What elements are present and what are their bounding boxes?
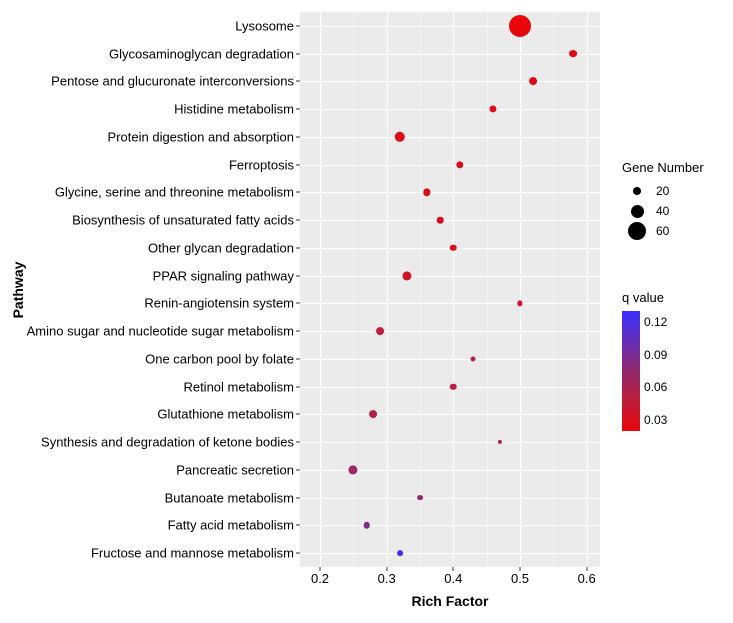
pathway-label: Glycine, serine and threonine metabolism	[55, 185, 300, 200]
plot-panel: 0.20.30.40.50.6LysosomeGlycosaminoglycan…	[300, 12, 600, 567]
gene-number-legend: Gene Number 204060	[622, 160, 704, 241]
pathway-label: PPAR signaling pathway	[153, 268, 300, 283]
data-point	[397, 550, 403, 556]
pathway-label: Amino sugar and nucleotide sugar metabol…	[27, 324, 300, 339]
pathway-label: Glycosaminoglycan degradation	[109, 46, 300, 61]
pathway-label: Synthesis and degradation of ketone bodi…	[41, 435, 300, 450]
x-axis-title: Rich Factor	[411, 593, 488, 609]
data-point	[395, 132, 405, 142]
pathway-label: Renin-angiotensin system	[144, 296, 300, 311]
data-point	[517, 301, 522, 306]
data-point	[349, 465, 358, 474]
data-point	[471, 356, 476, 361]
colorbar-tick: 0.06	[644, 380, 667, 394]
qvalue-legend: q value 0.120.090.060.03	[622, 290, 664, 431]
data-point	[529, 77, 537, 85]
data-point	[423, 189, 430, 196]
x-tick-label: 0.3	[378, 567, 396, 586]
legend-size-row: 40	[622, 201, 704, 221]
data-point	[437, 217, 444, 224]
grid-line	[587, 12, 588, 567]
data-point	[450, 383, 457, 390]
data-point	[369, 410, 377, 418]
legend-size-row: 20	[622, 181, 704, 201]
pathway-label: Ferroptosis	[229, 157, 300, 172]
x-tick-label: 0.6	[578, 567, 596, 586]
pathway-label: Fatty acid metabolism	[168, 518, 300, 533]
pathway-label: Biosynthesis of unsaturated fatty acids	[72, 213, 300, 228]
pathway-label: Histidine metabolism	[174, 102, 300, 117]
pathway-label: Pancreatic secretion	[176, 462, 300, 477]
colorbar-tick: 0.09	[644, 348, 667, 362]
grid-line	[320, 12, 321, 567]
pathway-label: Other glycan degradation	[148, 240, 300, 255]
data-point	[569, 50, 577, 58]
pathway-enrichment-chart: 0.2 0.3 0.4 0.5 0.6 Lysosome Glycosaminoglycan…	[0, 0, 733, 623]
data-point	[363, 522, 370, 529]
qvalue-colorbar: 0.120.090.060.03	[622, 311, 640, 431]
grid-line	[387, 12, 388, 567]
x-tick-label: 0.2	[311, 567, 329, 586]
pathway-label: Retinol metabolism	[183, 379, 300, 394]
pathway-label: One carbon pool by folate	[145, 351, 300, 366]
grid-line	[453, 12, 454, 567]
legend-size-row: 60	[622, 221, 704, 241]
colorbar-tick: 0.12	[644, 315, 667, 329]
pathway-label: Pentose and glucuronate interconversions	[51, 74, 300, 89]
data-point	[402, 271, 411, 280]
pathway-label: Lysosome	[235, 18, 300, 33]
data-point	[498, 440, 502, 444]
pathway-label: Glutathione metabolism	[157, 407, 300, 422]
x-tick-label: 0.5	[511, 567, 529, 586]
data-point	[450, 245, 457, 252]
qvalue-legend-title: q value	[622, 290, 664, 305]
pathway-label: Fructose and mannose metabolism	[91, 546, 300, 561]
pathway-label: Butanoate metabolism	[165, 490, 300, 505]
pathway-label: Protein digestion and absorption	[108, 129, 300, 144]
colorbar-tick: 0.03	[644, 413, 667, 427]
gene-number-legend-title: Gene Number	[622, 160, 704, 175]
data-point	[376, 327, 384, 335]
data-point	[490, 106, 497, 113]
x-tick-label: 0.4	[444, 567, 462, 586]
data-point	[456, 161, 463, 168]
data-point	[417, 495, 423, 501]
data-point	[509, 15, 531, 37]
y-axis-title: Pathway	[10, 261, 26, 318]
grid-line	[520, 12, 521, 567]
